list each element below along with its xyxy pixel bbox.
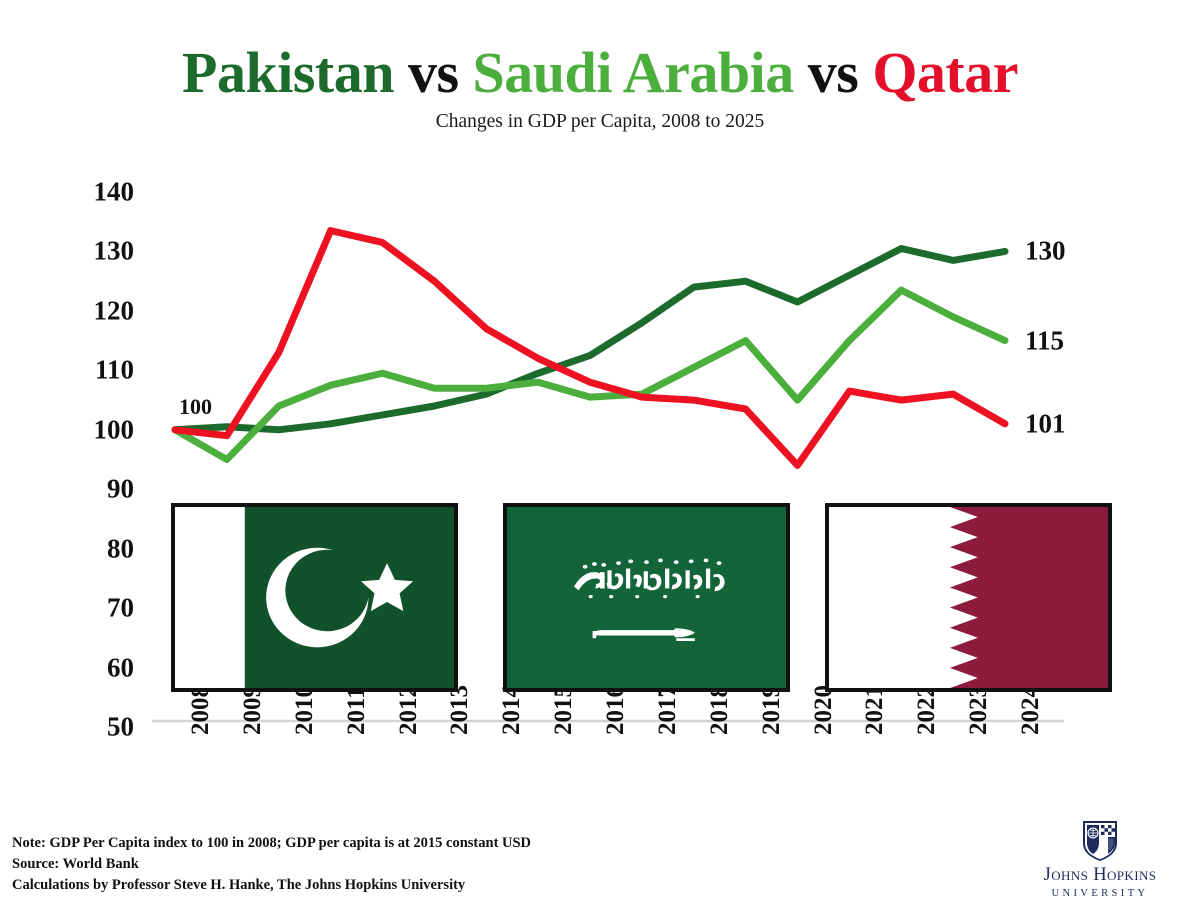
- footer-calculations-line: Calculations by Professor Steve H. Hanke…: [12, 877, 466, 894]
- shield-icon: [1083, 821, 1117, 861]
- qatar-flag: [825, 503, 1112, 692]
- footer-note-line: Note: GDP Per Capita index to 100 in 200…: [12, 835, 532, 851]
- y-axis-tick-130: 130: [93, 235, 135, 266]
- title-pakistan: Pakistan: [182, 40, 394, 105]
- x-axis-tick-2024: 2024: [1017, 685, 1044, 735]
- y-axis-tick-140: 140: [93, 176, 135, 207]
- x-axis-tick-2013: 2013: [446, 685, 474, 735]
- qatar-flag-graphic: [829, 507, 1108, 688]
- page-title: Pakistan vs Saudi Arabia vs Qatar: [0, 44, 1200, 102]
- x-axis-tick-2018: 2018: [705, 685, 733, 735]
- y-axis-tick-50: 50: [107, 711, 134, 742]
- x-axis-tick-2019: 2019: [757, 685, 785, 735]
- y-axis-tick-100: 100: [93, 414, 135, 445]
- x-axis-tick-2022: 2022: [913, 685, 941, 735]
- y-axis-tick-110: 110: [94, 354, 134, 385]
- title-saudi-arabia: Saudi Arabia: [472, 40, 795, 105]
- y-axis-tick-60: 60: [107, 652, 134, 683]
- x-axis-tick-2021: 2021: [861, 685, 889, 735]
- start-value-label: 100: [179, 393, 212, 419]
- end-value-label-qatar: 101: [1025, 408, 1066, 439]
- y-axis-tick-120: 120: [93, 295, 135, 326]
- x-axis-tick-2016: 2016: [602, 685, 629, 735]
- title-vs-1: vs: [407, 40, 459, 105]
- logo-university-word: UNIVERSITY: [1051, 888, 1149, 899]
- x-axis-tick-2008: 2008: [187, 685, 214, 735]
- y-axis-tick-80: 80: [107, 533, 134, 564]
- title-vs-2: vs: [807, 40, 859, 105]
- x-axis-tick-2023: 2023: [965, 685, 993, 735]
- pakistan-flag: [171, 503, 458, 692]
- saudi-arabia-flag: [503, 503, 790, 692]
- footer-source-line: Source: World Bank: [12, 856, 139, 873]
- x-axis-tick-2012: 2012: [394, 685, 422, 735]
- x-axis-tick-2015: 2015: [550, 685, 578, 735]
- logo-university-name: Johns Hopkins: [1043, 865, 1157, 885]
- y-axis-tick-70: 70: [107, 592, 134, 623]
- chart-header: Pakistan vs Saudi Arabia vs Qatar Change…: [0, 44, 1200, 133]
- chart-subtitle: Changes in GDP per Capita, 2008 to 2025: [435, 111, 765, 132]
- johns-hopkins-logo: Johns Hopkins UNIVERSITY: [1014, 818, 1186, 899]
- title-qatar: Qatar: [872, 40, 1018, 105]
- x-axis-tick-2009: 2009: [238, 685, 266, 735]
- footer-notes: Note: GDP Per Capita index to 100 in 200…: [12, 833, 531, 896]
- x-axis-tick-2011: 2011: [342, 686, 370, 735]
- x-axis-tick-2017: 2017: [653, 685, 681, 735]
- saudi-arabia-flag-graphic: [507, 507, 786, 688]
- end-value-label-pakistan: 130: [1025, 235, 1066, 266]
- x-axis-tick-2010: 2010: [290, 685, 318, 735]
- end-value-label-saudi-arabia: 115: [1025, 325, 1065, 356]
- y-axis-tick-90: 90: [107, 473, 134, 504]
- x-axis-tick-2020: 2020: [809, 685, 837, 735]
- x-axis-tick-2014: 2014: [498, 685, 526, 735]
- pakistan-flag-graphic: [175, 507, 454, 688]
